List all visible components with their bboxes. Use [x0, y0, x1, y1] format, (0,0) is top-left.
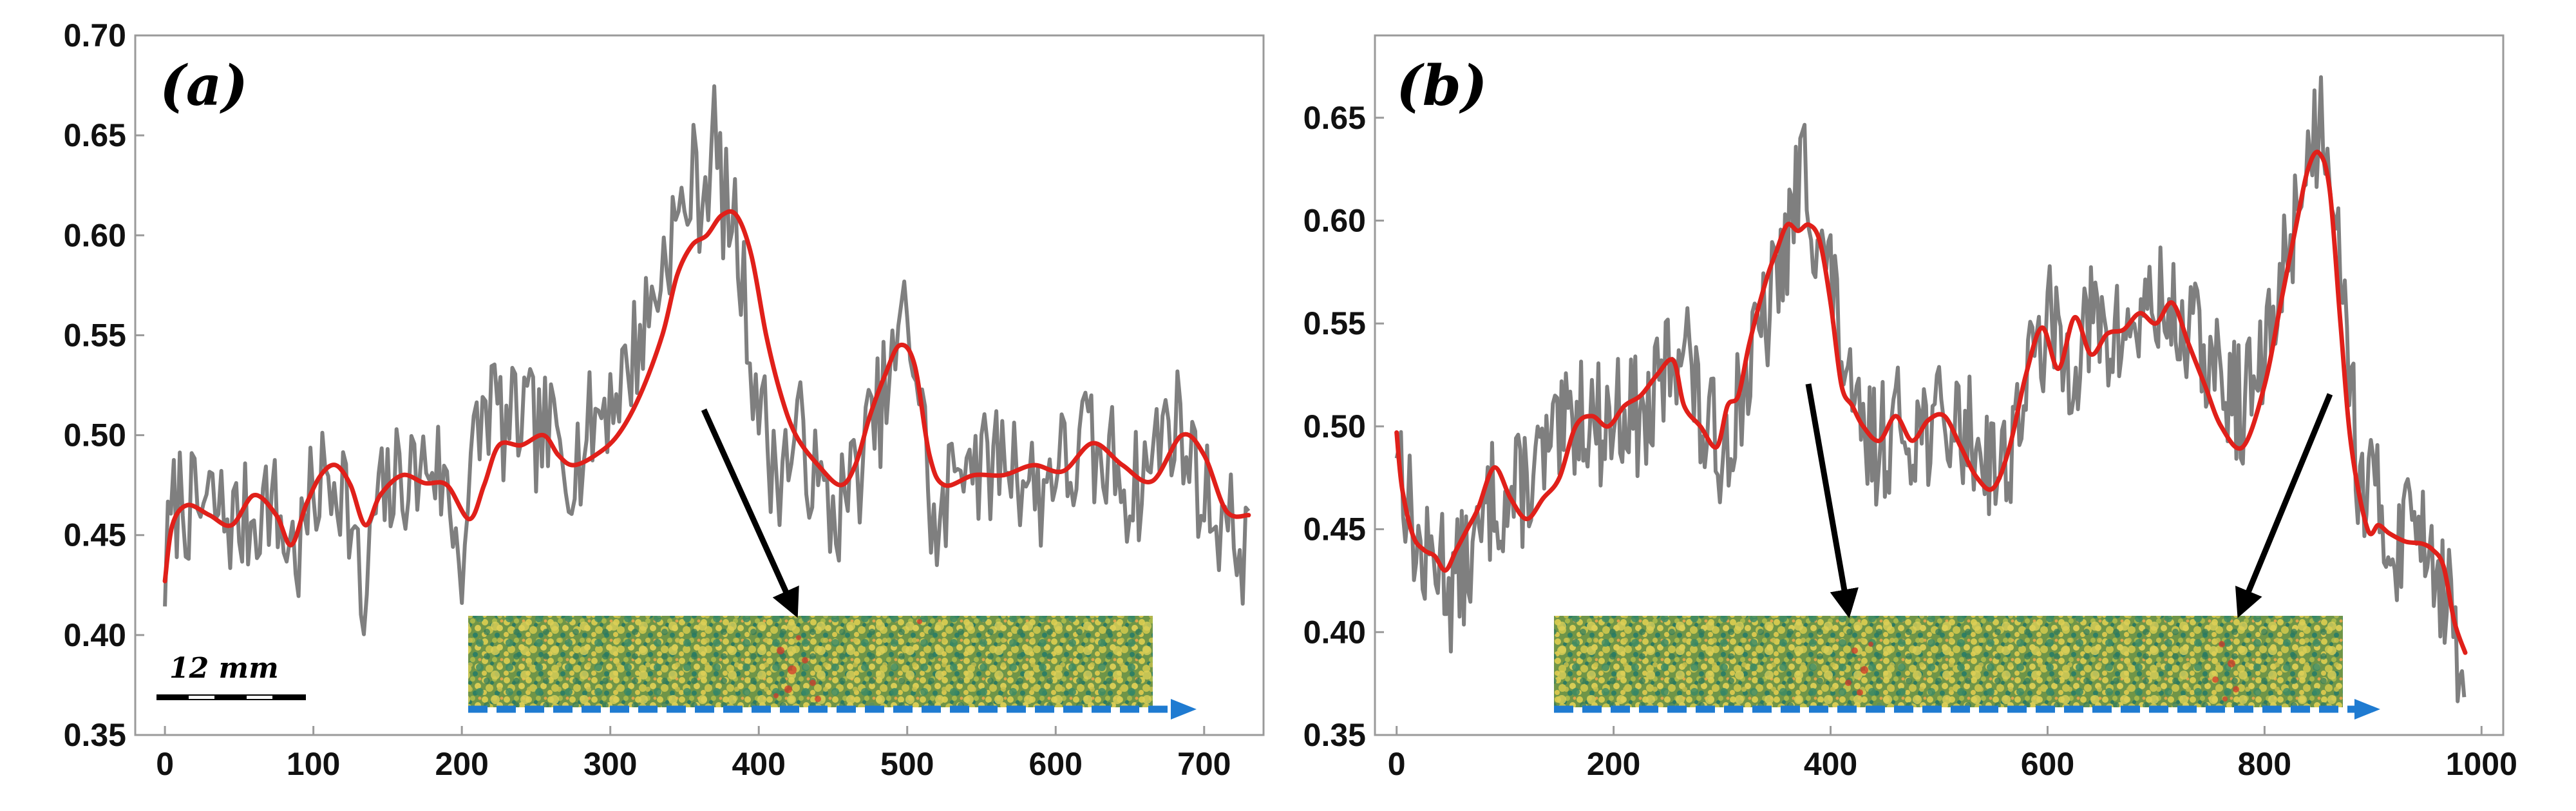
y-tick-label: 0.35 [64, 717, 126, 753]
x-tick-label: 100 [287, 746, 340, 782]
x-tick-label: 200 [1587, 746, 1640, 782]
axis-ticks-b: 0 200 400 600 800 1000 0.35 0.40 0.45 0.50 0.55 0.6… [1303, 100, 2517, 782]
specimen-strip-a-overlay [468, 616, 1153, 707]
axis-ticks-a: 0 100 200 300 400 500 600 700 0.35 0.40 0.45 0.50 0.… [64, 17, 1231, 782]
smoothed-series-a [162, 209, 1251, 584]
x-tick-label: 800 [2238, 746, 2291, 782]
y-tick-label: 0.45 [64, 517, 126, 553]
raw-series-line [1394, 75, 2467, 703]
scale-bar-label: 12 mm [169, 652, 279, 685]
scale-bar: 12 mm [156, 652, 306, 700]
raw-series-b [1394, 75, 2467, 703]
y-tick-label: 0.55 [64, 317, 126, 353]
y-tick-label: 0.40 [1303, 614, 1366, 650]
y-tick-label: 0.50 [64, 417, 126, 453]
x-tick-label: 500 [880, 746, 934, 782]
direction-arrowhead-b [2354, 699, 2380, 720]
smoothed-series-b [1394, 149, 2468, 655]
y-tick-label: 0.70 [64, 17, 126, 53]
x-tick-label: 600 [1029, 746, 1083, 782]
x-tick-label: 0 [156, 746, 174, 782]
x-tick-label: 0 [1388, 746, 1406, 782]
panel-b: 0 200 400 600 800 1000 0.35 0.40 0.45 0.50 0.55 0.6… [1303, 34, 2517, 782]
y-tick-label: 0.45 [1303, 511, 1366, 548]
y-tick-label: 0.60 [64, 217, 126, 253]
specimen-image-b [1554, 616, 2380, 720]
raw-series-line [163, 84, 1251, 636]
x-tick-label: 700 [1177, 746, 1231, 782]
x-tick-label: 300 [583, 746, 637, 782]
damage-zone-b-right [2212, 641, 2239, 701]
panel-label-a: (a) [160, 53, 248, 119]
y-tick-label: 0.55 [1303, 305, 1366, 341]
x-tick-label: 400 [732, 746, 785, 782]
smoothed-series-line [162, 209, 1251, 584]
pointer-arrow-b-left [1805, 383, 1859, 618]
raw-series-a [163, 84, 1251, 636]
plot-frame-b [1374, 34, 2505, 736]
smoothed-series-line [1394, 149, 2468, 655]
y-tick-label: 0.50 [1303, 408, 1366, 444]
x-tick-label: 600 [2021, 746, 2074, 782]
x-tick-label: 400 [1804, 746, 1857, 782]
y-tick-label: 0.40 [64, 617, 126, 653]
pointer-arrow-b-right [2235, 393, 2333, 618]
panel-label-b: (b) [1396, 53, 1488, 119]
specimen-image-a [468, 616, 1197, 720]
plot-frame-a [134, 34, 1265, 736]
y-tick-label: 0.60 [1303, 202, 1366, 238]
damage-zone-b-left [1845, 642, 1873, 696]
specimen-strip-b-overlay [1554, 616, 2343, 707]
pointer-arrow-a [701, 408, 799, 618]
y-tick-label: 0.35 [1303, 717, 1366, 753]
damage-zone-a [773, 619, 922, 702]
direction-arrowhead-a [1171, 699, 1197, 720]
y-tick-label: 0.65 [1303, 100, 1366, 136]
panel-a: 0 100 200 300 400 500 600 700 0.35 0.40 0.45 0.50 0.… [64, 17, 1265, 782]
x-tick-label: 1000 [2446, 746, 2517, 782]
y-tick-label: 0.65 [64, 117, 126, 153]
x-tick-label: 200 [435, 746, 488, 782]
